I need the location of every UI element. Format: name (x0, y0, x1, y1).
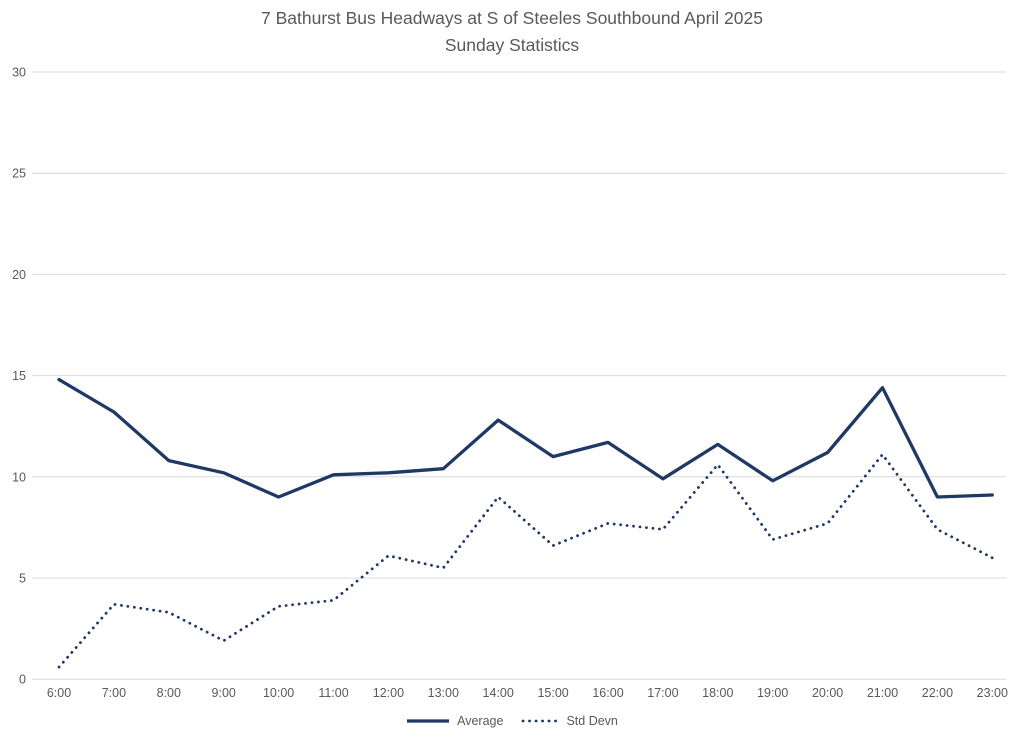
y-tick-label-0: 0 (19, 673, 26, 687)
x-tick-label-20:00: 20:00 (812, 686, 843, 700)
legend-solid-line-swatch (407, 719, 450, 723)
x-tick-label-21:00: 21:00 (867, 686, 898, 700)
legend-dotted-line-swatch (522, 719, 559, 723)
series-line-average (57, 377, 994, 499)
y-tick-label-5: 5 (19, 572, 26, 586)
x-tick-label-15:00: 15:00 (537, 686, 568, 700)
legend-label-std-devn: Std Devn (566, 714, 618, 728)
x-tick-label-13:00: 13:00 (428, 686, 459, 700)
x-tick-label-10:00: 10:00 (263, 686, 294, 700)
x-tick-label-17:00: 17:00 (647, 686, 678, 700)
x-tick-label-7:00: 7:00 (102, 686, 126, 700)
x-tick-label-8:00: 8:00 (157, 686, 181, 700)
chart-subtitle: Sunday Statistics (444, 35, 580, 55)
x-tick-label-18:00: 18:00 (702, 686, 733, 700)
y-tick-label-30: 30 (12, 66, 26, 80)
x-tick-label-23:00: 23:00 (977, 686, 1008, 700)
y-tick-label-15: 15 (12, 369, 26, 383)
legend-item-average: Average (406, 714, 503, 728)
x-tick-label-14:00: 14:00 (483, 686, 514, 700)
x-tick-label-11:00: 11:00 (318, 686, 348, 700)
legend-label-average: Average (457, 714, 504, 728)
x-tick-label-16:00: 16:00 (592, 686, 623, 700)
chart-title: 7 Bathurst Bus Headways at S of Steeles … (261, 8, 763, 28)
y-tick-label-20: 20 (12, 268, 26, 282)
x-tick-label-19:00: 19:00 (757, 686, 788, 700)
x-tick-label-22:00: 22:00 (922, 686, 953, 700)
y-tick-label-10: 10 (12, 470, 26, 484)
legend: Average Std Devn (0, 714, 1024, 728)
y-tick-label-25: 25 (12, 167, 26, 181)
legend-item-std-devn: Std Devn (521, 714, 618, 728)
x-tick-label-9:00: 9:00 (212, 686, 236, 700)
x-tick-label-12:00: 12:00 (373, 686, 404, 700)
chart-title-block: 7 Bathurst Bus Headways at S of Steeles … (0, 5, 1024, 59)
series-line-std-devn (57, 453, 994, 669)
x-tick-label-6:00: 6:00 (47, 686, 71, 700)
